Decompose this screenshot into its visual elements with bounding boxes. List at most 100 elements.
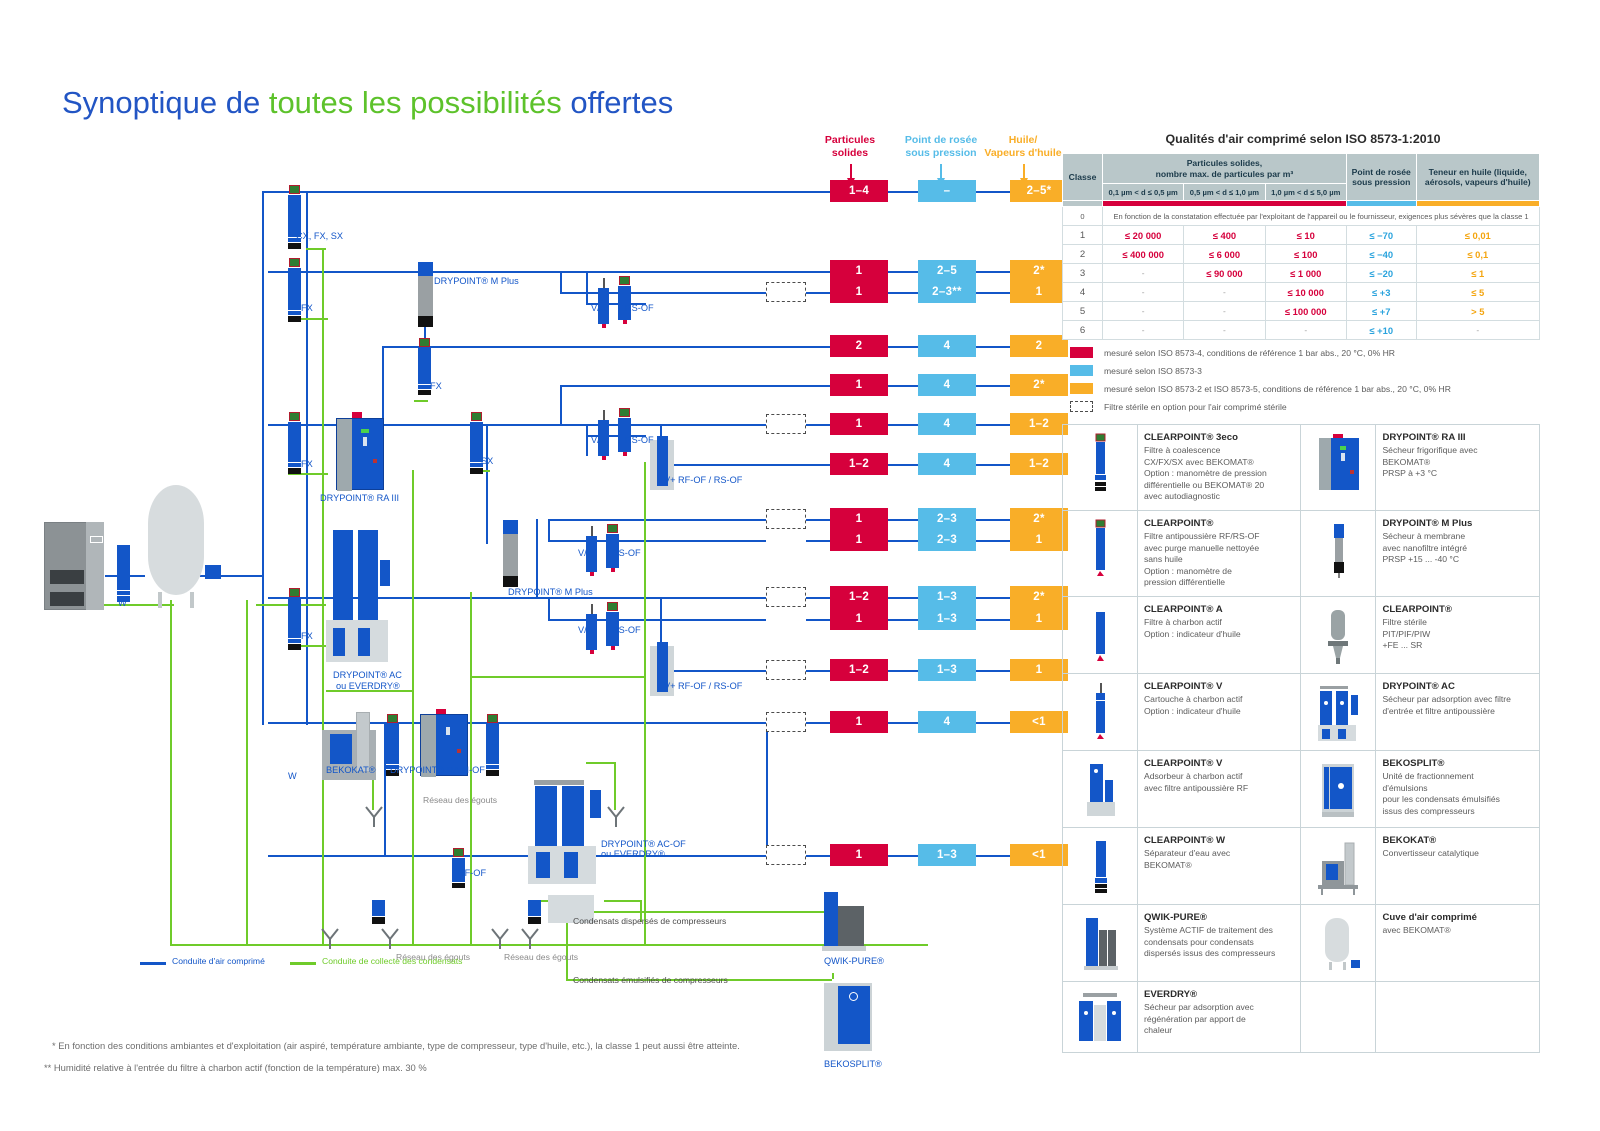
th-dewpoint: Point de rosée sous pression	[1345, 153, 1417, 201]
process-line	[886, 722, 918, 725]
sterile-filter-option[interactable]	[766, 587, 806, 607]
badge-dewpoint-row-3: 4	[918, 335, 976, 357]
clearpoint-sx-device	[470, 412, 483, 474]
drypoint-ac-of-valve-icon	[564, 852, 578, 878]
clearpoint-rsof-device	[606, 524, 619, 572]
condensate-line	[470, 676, 646, 679]
catalog-product-desc: Unité de fractionnement d'émulsions pour l…	[1382, 770, 1500, 816]
catalog-product-name: DRYPOINT® M Plus	[1382, 517, 1473, 529]
device-label-11: V+ RF-OF / RS-OF	[664, 475, 743, 485]
drypoint-ac-icon	[1300, 672, 1377, 751]
clearpoint-rsof-device	[618, 408, 631, 456]
sterile-filter-option[interactable]	[766, 414, 806, 434]
measure-legend-row-1: mesuré selon ISO 8573-3	[1062, 365, 1544, 376]
drypoint-ac-of-manifold-icon	[534, 780, 584, 785]
badge-oil-row-7: 2*	[1010, 508, 1068, 530]
legend-air-line-swatch	[140, 962, 166, 965]
drain-label-0: Réseau des égouts	[396, 952, 471, 962]
catalog-product-name: Cuve d'air comprimé	[1382, 911, 1477, 923]
column-header-oil: Huile/Vapeurs d'huile	[984, 134, 1062, 160]
iso-row-1: 1 ≤ 20 000 ≤ 400 ≤ 10 ≤ −70 ≤ 0,01	[1062, 225, 1541, 245]
catalog-product-name: DRYPOINT® AC	[1382, 680, 1455, 692]
process-line	[660, 670, 766, 673]
drain-label-2: Réseau des égouts	[423, 795, 498, 805]
catalog-entry: DRYPOINT® RA III Sécheur frigorifique ave…	[1375, 424, 1540, 511]
dryer-valve-icon	[436, 709, 446, 714]
clearpoint-w-device	[117, 545, 130, 602]
drypoint-ra-iii-of-device	[420, 714, 468, 777]
clearpoint-v-cart-icon	[1062, 672, 1138, 751]
badge-dewpoint-row-0: –	[918, 180, 976, 202]
measure-legend-row-2: mesuré selon ISO 8573-2 et ISO 8573-5, c…	[1062, 383, 1544, 394]
catalog-entry: QWIK-PURE® Système ACTIF de traitement de…	[1136, 903, 1302, 982]
iso-cell: ≤ 400	[1183, 225, 1266, 245]
clearpoint-rf-icon	[1062, 509, 1138, 597]
process-line	[806, 424, 830, 427]
iso-cell: 5	[1062, 301, 1103, 321]
process-line	[806, 540, 830, 543]
catalog-product-name: CLEARPOINT® W	[1143, 834, 1226, 846]
badge-dewpoint-row-6: 4	[918, 453, 976, 475]
device-label-22: BEKOKAT®	[326, 765, 376, 775]
bekokat-icon	[1300, 826, 1377, 905]
condensate-line	[170, 600, 173, 946]
process-line	[560, 292, 766, 295]
page-title: Synoptique de toutes les possibilités of…	[62, 85, 673, 121]
footnote-2: ** Humidité relative à l'entrée du filtr…	[44, 1062, 427, 1073]
process-riser	[306, 191, 309, 725]
iso-row-5: 5- - ≤ 100 000 ≤ +7 > 5	[1062, 301, 1541, 321]
sterile-filter-option[interactable]	[766, 660, 806, 680]
catalog-product-name: DRYPOINT® RA III	[1382, 432, 1466, 443]
iso-cell: ≤ +7	[1345, 301, 1417, 321]
condensate-line	[470, 592, 473, 946]
device-label-3: V/A	[591, 303, 606, 313]
device-label-14: RS-OF	[612, 548, 641, 558]
badge-oil-row-13: <1	[1010, 844, 1068, 866]
catalog-row: CLEARPOINT® A Filtre à charbon actif Optio…	[1062, 595, 1540, 674]
iso-cell: ≤ +3	[1345, 282, 1417, 302]
process-line	[886, 597, 918, 600]
badge-oil-row-1: 2*	[1010, 260, 1068, 282]
badge-oil-row-9: 2*	[1010, 586, 1068, 608]
process-line	[968, 191, 1010, 194]
iso-cell: ≤ 10	[1264, 225, 1347, 245]
device-label-17: ou EVERDRY®	[336, 681, 400, 691]
catalog-product-desc: Filtre à charbon actif Option : indicateu…	[1143, 616, 1241, 639]
sterile-filter-option[interactable]	[766, 509, 806, 529]
iso-cell: -	[1183, 301, 1266, 321]
measure-legend-row-3: Filtre stérile en option pour l'air comp…	[1062, 401, 1544, 412]
catalog-product-name: CLEARPOINT®	[1143, 517, 1214, 529]
device-label-19: RS-OF	[612, 625, 641, 635]
condensate-line	[170, 944, 928, 947]
catalog-row: QWIK-PURE® Système ACTIF de traitement de…	[1062, 903, 1540, 982]
bekokat-vessel-icon	[356, 712, 370, 772]
iso-cell: ≤ 0,1	[1415, 244, 1541, 264]
air-tank-icon	[148, 485, 204, 595]
process-riser	[384, 722, 387, 856]
vertical-device-label-0: RF-OF	[390, 731, 400, 760]
badge-dewpoint-row-13: 1–3	[918, 844, 976, 866]
process-line	[886, 855, 918, 858]
process-line	[806, 722, 830, 725]
badge-solids-row-5: 1	[830, 413, 888, 435]
process-line	[806, 292, 830, 295]
catalog-product-name: QWIK-PURE®	[1143, 911, 1207, 923]
drypoint-ra-iii-device	[336, 418, 384, 491]
condensate-line	[566, 979, 832, 982]
product-catalog-table: CLEARPOINT® 3eco Filtre à coalescence CX/F…	[1062, 424, 1540, 1053]
catalog-product-name: BEKOSPLIT®	[1382, 757, 1445, 769]
sterile-filter-option[interactable]	[766, 712, 806, 732]
badge-oil-row-0: 2–5*	[1010, 180, 1068, 202]
sterile-filter-option[interactable]	[766, 845, 806, 865]
process-line	[886, 385, 918, 388]
condensate-label-1: Condensats émulsifiés de compresseurs	[573, 975, 728, 985]
device-label-18: V/A	[578, 625, 593, 635]
catalog-row: EVERDRY® Sécheur par adsorption avec régén…	[1062, 980, 1540, 1053]
sterile-filter-option[interactable]	[766, 282, 806, 302]
condensate-line	[528, 900, 564, 903]
clearpoint-rsof-device	[618, 276, 631, 324]
condensate-line	[832, 973, 835, 979]
process-line	[886, 670, 918, 673]
bekokat-panel-icon	[330, 734, 352, 764]
process-line	[968, 519, 1010, 522]
